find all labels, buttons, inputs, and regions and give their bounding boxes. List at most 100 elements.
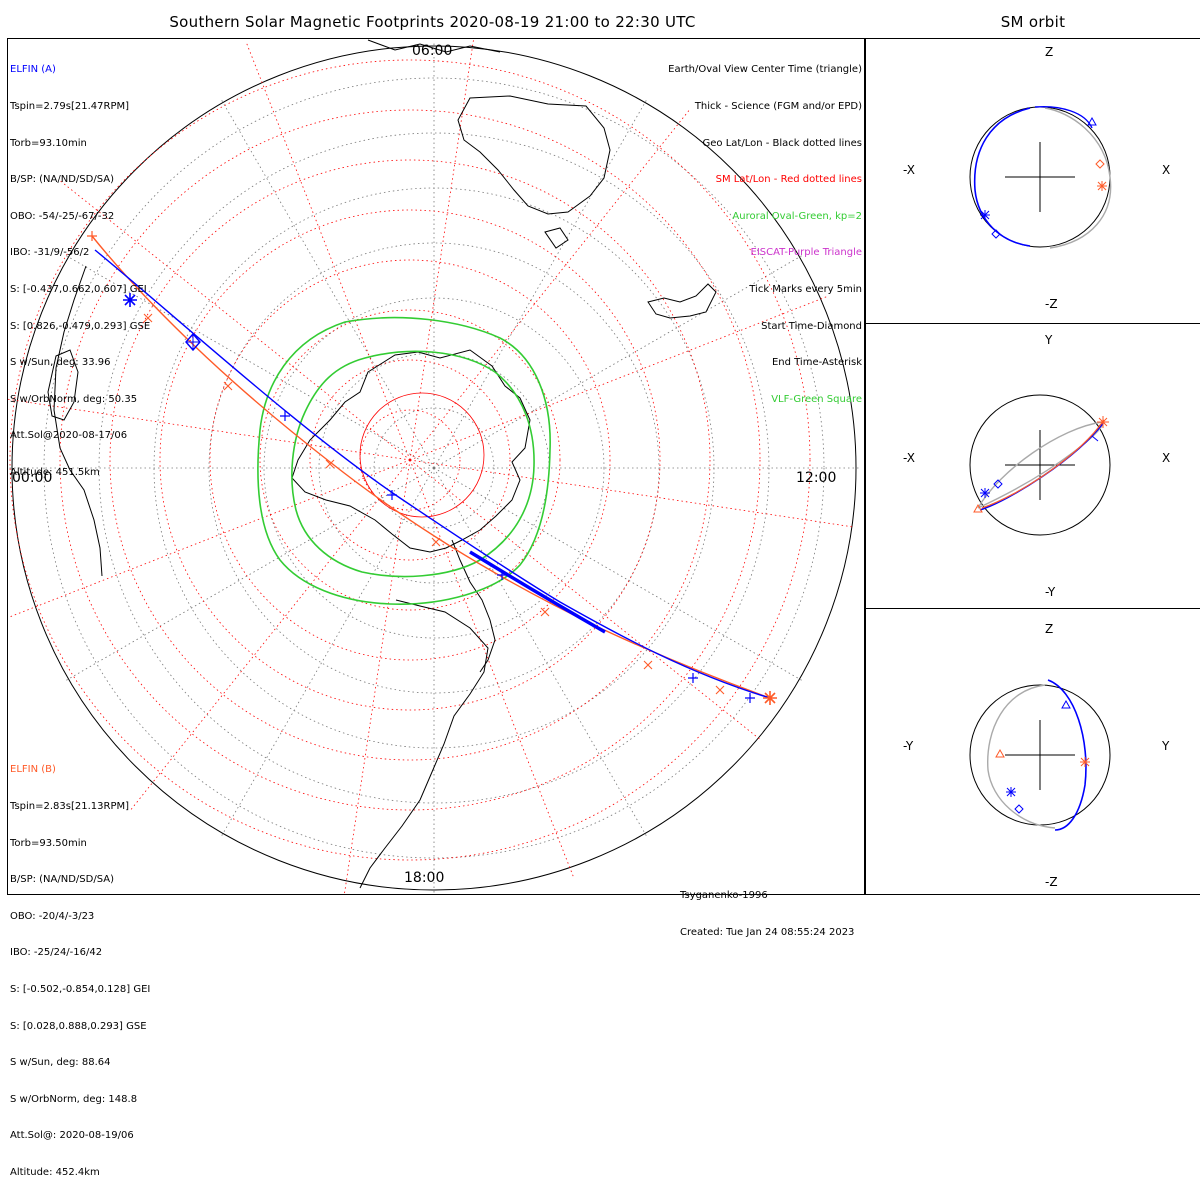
orbit-panel-divider (865, 323, 1200, 324)
geo-latlon-grid (9, 43, 859, 893)
orbit-a-diamond (993, 479, 1003, 489)
elfin-b-start-marker (87, 231, 97, 241)
elfin-a-line: OBO: -54/-25/-67/-32 (10, 210, 115, 222)
sm-latitude-circle (209, 259, 611, 661)
orbit-a-path (979, 421, 1105, 511)
coastline-tasmania (544, 227, 569, 249)
footprint-map (8, 39, 859, 894)
elfin-a-line: S w/Sun, deg: 33.96 (10, 357, 111, 369)
elfin-a-line: B/SP: (NA/ND/SD/SA) (10, 174, 114, 186)
elfin-b-line: S: [0.028,0.888,0.293] GSE (10, 1020, 147, 1032)
axis-label: Z (1045, 622, 1053, 636)
geo-longitude-line (433, 467, 803, 681)
axis-label: -Z (1045, 875, 1058, 889)
legend-item: Start Time-Diamond (761, 320, 862, 332)
footprint-map-frame (7, 38, 865, 895)
orbit-b-asterisk (1080, 757, 1090, 767)
orbit-panel-divider (865, 608, 1200, 609)
geo-latitude-circle (98, 132, 770, 804)
legend-item: VLF-Green Square (771, 393, 862, 405)
plot-title: Southern Solar Magnetic Footprints 2020-… (169, 13, 696, 31)
elfin-b-end-asterisk (763, 691, 777, 705)
created-timestamp: Created: Tue Jan 24 08:55:24 2023 (680, 927, 855, 938)
axis-label: -Y (1045, 585, 1056, 599)
orbit-b-path-front (981, 419, 1105, 509)
elfin-b-line: S w/OrbNorm, deg: 148.8 (10, 1093, 138, 1105)
orbit-a-triangle (1087, 116, 1097, 126)
elfin-b-tick (643, 660, 653, 670)
model-label: Tsyganenko-1996 (680, 890, 768, 902)
elfin-a-science-segment (469, 550, 606, 634)
geo-longitude-line (221, 99, 435, 469)
legend-item: Thick - Science (FGM and/or EPD) (694, 101, 862, 112)
coastline-australia (457, 95, 611, 215)
orbit-panel-yz (969, 679, 1111, 831)
orbit-a-diamond (991, 229, 1001, 239)
geo-longitude-line (433, 467, 647, 837)
geo-longitude-line (65, 467, 435, 681)
elfin-b-line: S w/Sun, deg: 88.64 (10, 1057, 111, 1069)
legend: Earth/Oval View Center Time (triangle) T… (668, 40, 862, 418)
elfin-a-tick (387, 490, 397, 500)
coastline-indonesia (367, 39, 501, 53)
sm-longitude-line (409, 459, 762, 742)
elfin-a-line: Tspin=2.79s[21.47RPM] (10, 101, 130, 112)
axis-label: X (1162, 451, 1170, 465)
mlt-label-left: 00:00 (12, 470, 53, 486)
orbit-a-asterisk (980, 488, 990, 498)
elfin-b-line: Torb=93.50min (10, 837, 87, 849)
orbit-a-path-top (1034, 105, 1093, 129)
sm-longitude-line (58, 178, 411, 461)
sm-latitude-circle (359, 409, 461, 511)
elfin-b-tick (715, 685, 725, 695)
geo-latitude-circle (263, 297, 605, 639)
orbit-panel-title: SM orbit (1000, 13, 1066, 31)
sm-longitude-line (409, 459, 856, 528)
legend-item: EISCAT-Purple Triangle (750, 247, 863, 259)
orbit-b-asterisk (1097, 416, 1109, 428)
mlt-label-bottom: 18:00 (404, 870, 445, 886)
elfin-a-line: S: [-0.437,0.662,0.607] GEI (10, 283, 147, 295)
sm-longitude-line (409, 39, 475, 461)
geo-longitude-line (433, 99, 647, 469)
elfin-b-name: ELFIN (B) (10, 764, 56, 776)
sm-latlon-grid (8, 39, 856, 894)
elfin-b-tick (143, 313, 153, 323)
elfin-a-info: ELFIN (A) Tspin=2.79s[21.47RPM] Torb=93.… (10, 40, 150, 491)
elfin-a-tick (688, 673, 698, 683)
orbit-a-tick (1091, 435, 1099, 442)
axis-label: -Y (903, 739, 914, 753)
sm-longitude-line (8, 398, 411, 461)
sm-latitude-circle (9, 59, 811, 861)
auroral-oval (257, 316, 551, 605)
elfin-b-tick (540, 607, 550, 617)
elfin-a-track (94, 249, 771, 699)
elfin-a-line: S w/OrbNorm, deg: 50.35 (10, 393, 138, 405)
sm-longitude-line (128, 459, 411, 812)
axis-label: Z (1045, 45, 1053, 59)
sm-orbit-panels: Z -Z -X X Y -Y -X X Z -Z -Y Y (903, 45, 1170, 889)
orbit-b-triangle (995, 748, 1005, 758)
legend-item: End Time-Asterisk (771, 357, 862, 369)
elfin-a-tick (497, 570, 507, 580)
axes-cross (1005, 720, 1075, 790)
elfin-a-line: Torb=93.10min (10, 137, 87, 149)
sm-latitude-circle (309, 359, 511, 561)
mlt-label-right: 12:00 (796, 470, 837, 486)
sm-latitude-circle (259, 309, 561, 611)
orbit-b-triangle (973, 503, 983, 513)
axis-label: -X (903, 163, 915, 177)
geo-latitude-circle (43, 77, 825, 859)
sm-longitude-line (245, 40, 411, 461)
elfin-a-line: Att.Sol@2020-08-17/06 (10, 430, 128, 442)
coastline-south-america (359, 599, 489, 889)
sm-latitude-circle (109, 159, 711, 761)
geo-longitude-line (221, 467, 435, 837)
axes-cross (1005, 142, 1075, 212)
earth-limb (11, 45, 857, 891)
elfin-a-tick (280, 411, 290, 421)
elfin-a-name: ELFIN (A) (10, 64, 56, 76)
legend-item: Geo Lat/Lon - Black dotted lines (702, 137, 862, 149)
orbit-a-triangle (1061, 699, 1071, 709)
legend-item: Earth/Oval View Center Time (triangle) (668, 64, 862, 76)
